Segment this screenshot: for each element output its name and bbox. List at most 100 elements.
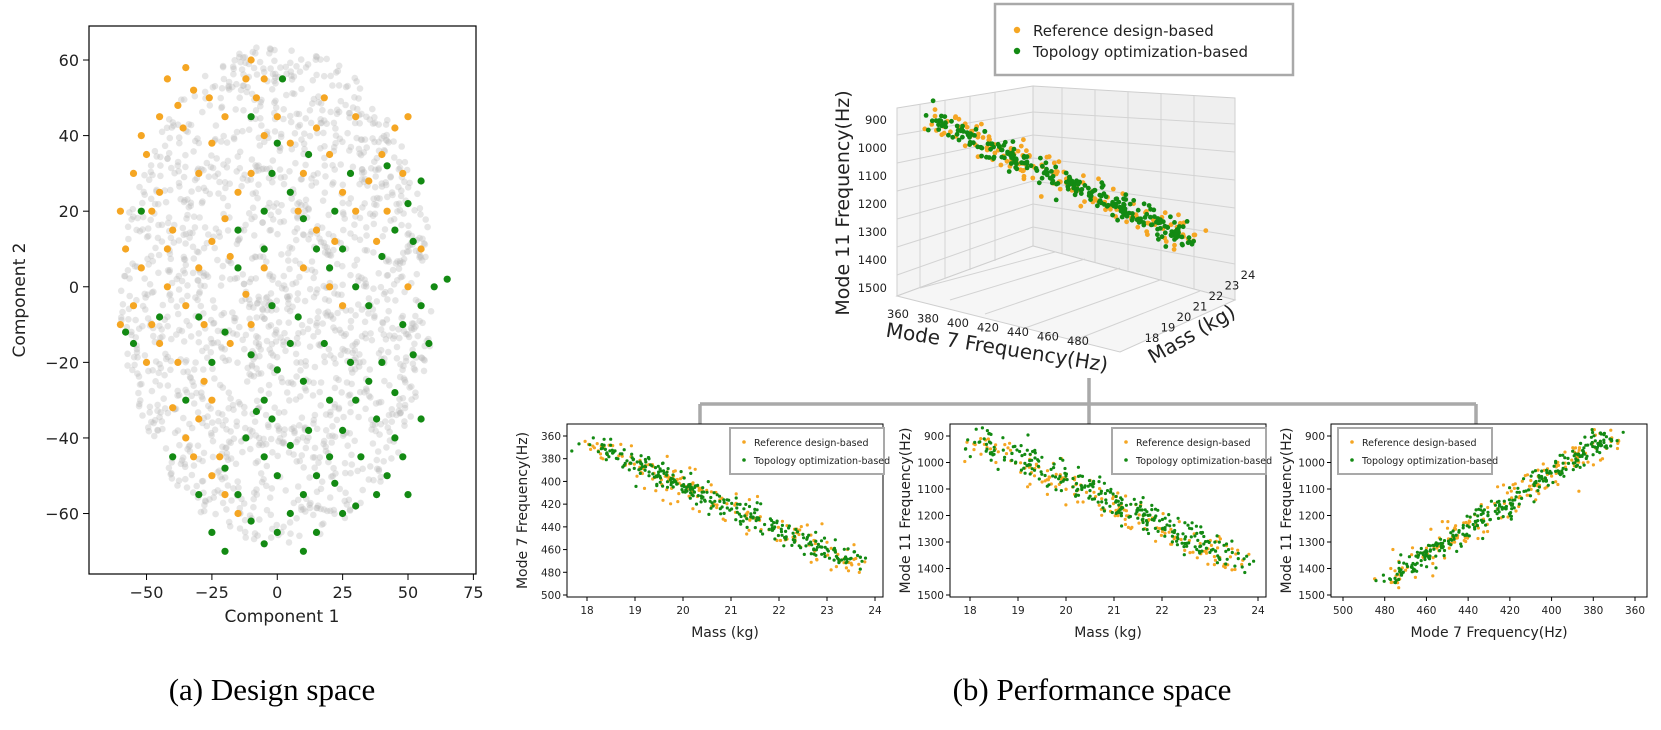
background-point: [263, 165, 270, 173]
topology-point: [804, 544, 808, 548]
background-point: [167, 234, 175, 242]
background-point: [131, 263, 139, 270]
reference-point: [417, 245, 425, 253]
topology-point: [812, 552, 816, 556]
background-point: [274, 452, 282, 460]
reference-point: [1240, 562, 1244, 567]
reference-point: [979, 437, 983, 441]
background-point: [371, 421, 379, 429]
background-point: [269, 157, 277, 164]
x-tick-label: 18: [963, 605, 976, 617]
topology-point: [1129, 502, 1133, 506]
reference-point: [1028, 482, 1032, 486]
background-point: [361, 200, 369, 207]
topology-point: [278, 75, 287, 83]
background-point: [271, 57, 278, 65]
background-point: [276, 435, 284, 442]
background-point: [397, 257, 404, 265]
reference-point: [234, 188, 242, 196]
topology-point: [234, 226, 242, 234]
background-point: [214, 339, 221, 346]
reference-point: [1404, 568, 1408, 572]
topology-point: [1579, 454, 1583, 458]
background-point: [197, 282, 204, 289]
background-point: [156, 413, 163, 421]
3d-topology-point: [1149, 222, 1155, 228]
background-point: [253, 44, 260, 51]
background-point: [399, 259, 407, 266]
background-point: [302, 64, 310, 71]
background-point: [351, 437, 359, 445]
reference-point: [1462, 521, 1466, 525]
background-point: [224, 202, 232, 210]
3d-topology-point: [1180, 224, 1186, 230]
background-point: [347, 195, 355, 202]
background-point: [207, 349, 215, 356]
topology-point: [373, 491, 381, 499]
3d-topology-point: [1115, 217, 1120, 223]
topology-point: [1520, 496, 1524, 500]
topology-point: [1158, 519, 1162, 523]
background-point: [298, 414, 306, 422]
reference-point: [1464, 539, 1468, 544]
background-point: [133, 226, 140, 234]
background-point: [390, 215, 398, 223]
topology-point: [1590, 428, 1594, 432]
topology-point: [1033, 448, 1037, 452]
background-point: [192, 137, 199, 145]
3d-topology-point: [1043, 160, 1049, 166]
reference-point: [1447, 546, 1451, 550]
background-point: [331, 166, 339, 173]
topology-point: [784, 529, 788, 534]
background-point: [252, 162, 259, 169]
background-point: [378, 183, 386, 190]
topology-point: [1114, 500, 1118, 504]
reference-point: [1443, 556, 1447, 560]
background-point: [376, 431, 383, 438]
topology-point: [1240, 565, 1244, 569]
background-point: [412, 296, 420, 304]
background-point: [291, 90, 298, 98]
background-point: [170, 122, 177, 129]
topology-point: [722, 500, 726, 505]
background-point: [285, 300, 292, 307]
reference-point: [1054, 485, 1058, 489]
3d-topology-point: [954, 123, 960, 129]
background-point: [296, 199, 303, 206]
topology-point: [625, 459, 629, 463]
background-point: [352, 312, 359, 319]
small-chart-points: [963, 426, 1256, 575]
background-point: [320, 437, 328, 445]
topology-point: [637, 468, 641, 472]
background-point: [236, 50, 243, 58]
background-point: [301, 207, 309, 215]
reference-point: [116, 321, 124, 329]
background-point: [395, 265, 403, 273]
small-chart-frame: [566, 423, 884, 598]
background-point: [354, 467, 361, 475]
background-point: [164, 155, 171, 163]
background-point: [311, 454, 318, 461]
background-point: [310, 420, 317, 427]
topology-point: [992, 448, 996, 453]
topology-point: [660, 461, 665, 466]
topology-point: [1397, 560, 1401, 565]
background-point: [414, 332, 422, 340]
3d-z-tick-label: 900: [865, 113, 887, 127]
background-point: [395, 200, 403, 207]
background-point: [326, 251, 333, 259]
topology-point: [260, 453, 268, 461]
3d-topology-point: [936, 127, 942, 132]
topology-point: [1551, 480, 1555, 485]
3d-reference-point: [992, 150, 998, 156]
background-point: [313, 488, 321, 496]
reference-point: [677, 492, 681, 496]
topology-point: [1442, 554, 1446, 558]
3d-topology-point: [1097, 198, 1103, 204]
background-point: [157, 334, 164, 342]
background-point: [243, 378, 251, 385]
background-point: [195, 330, 203, 337]
reference-point: [1092, 490, 1096, 494]
topology-point: [268, 169, 276, 177]
small-legend-topology-label: Topology optimization-based: [1135, 456, 1272, 467]
